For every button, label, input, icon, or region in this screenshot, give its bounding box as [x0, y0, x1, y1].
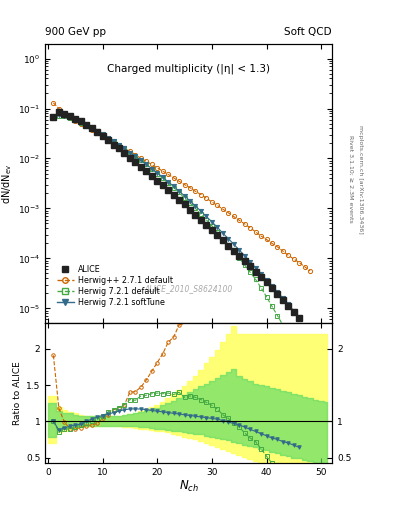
Y-axis label: $\mathrm{dN/dN_{ev}}$: $\mathrm{dN/dN_{ev}}$	[0, 163, 14, 204]
Text: Charged multiplicity (|η| < 1.3): Charged multiplicity (|η| < 1.3)	[107, 63, 270, 74]
Y-axis label: Ratio to ALICE: Ratio to ALICE	[13, 361, 22, 425]
Text: mcplots.cern.ch [arXiv:1306.3436]: mcplots.cern.ch [arXiv:1306.3436]	[358, 125, 363, 233]
Text: Rivet 3.1.10; ≥ 2.3M events: Rivet 3.1.10; ≥ 2.3M events	[348, 135, 353, 223]
Text: ALICE_2010_S8624100: ALICE_2010_S8624100	[145, 284, 233, 293]
X-axis label: $N_{ch}$: $N_{ch}$	[179, 479, 198, 494]
Legend: ALICE, Herwig++ 2.7.1 default, Herwig 7.2.1 default, Herwig 7.2.1 softTune: ALICE, Herwig++ 2.7.1 default, Herwig 7.…	[55, 263, 174, 308]
Text: 900 GeV pp: 900 GeV pp	[45, 27, 106, 37]
Text: Soft QCD: Soft QCD	[285, 27, 332, 37]
